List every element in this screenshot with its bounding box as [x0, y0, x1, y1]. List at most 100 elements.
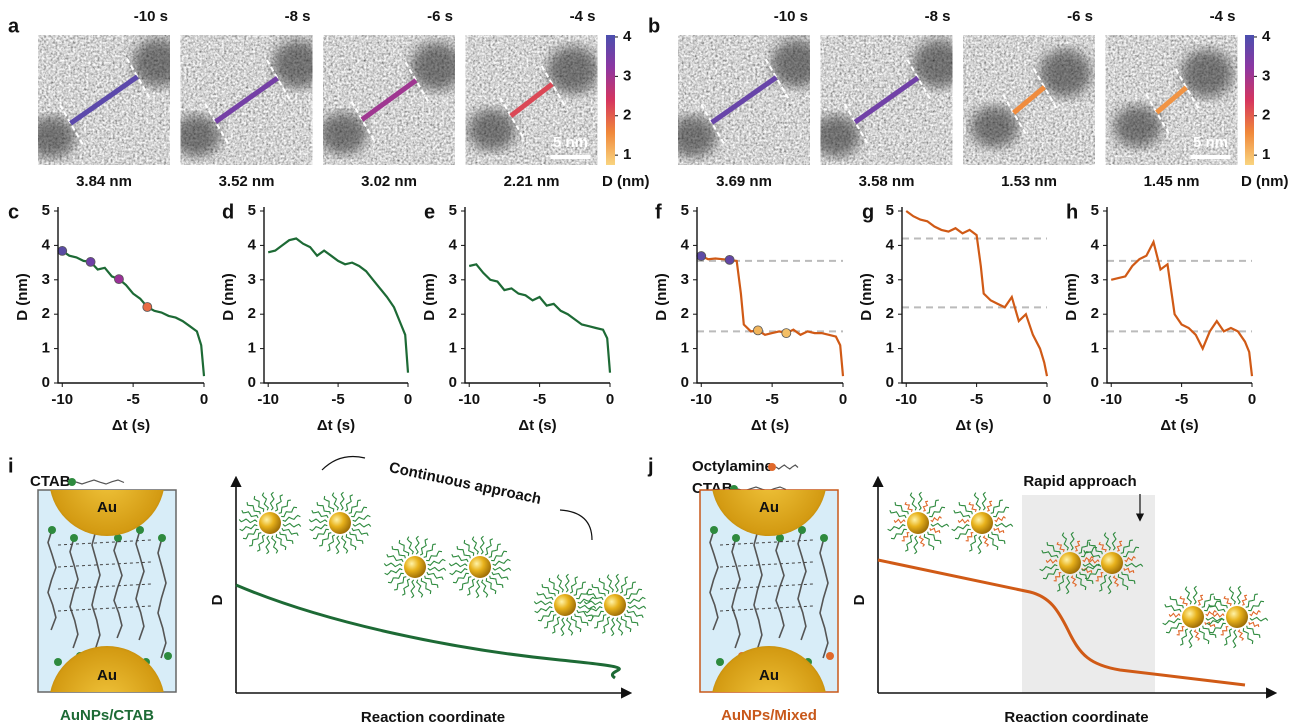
ligand: [475, 579, 481, 599]
gold-surface: [712, 490, 826, 536]
x-axis-label: Δt (s): [1160, 417, 1198, 434]
ligand: [598, 577, 610, 594]
y-tick-label: 4: [449, 236, 458, 253]
ligand: [261, 492, 269, 511]
ligand: [1069, 531, 1075, 551]
head-group: [732, 534, 740, 542]
chain: [731, 537, 741, 649]
ligand: [351, 506, 368, 518]
ligand: [1098, 574, 1108, 592]
ligand: [466, 578, 476, 596]
micrograph: [963, 35, 1095, 165]
ligand: [239, 524, 258, 532]
ligand: [968, 501, 977, 512]
ligand: [1053, 572, 1062, 582]
y-tick-label: 2: [1091, 305, 1099, 322]
ligand: [973, 492, 981, 511]
panel-label: h: [1066, 201, 1078, 223]
micrograph: [465, 35, 598, 165]
ligand: [1220, 626, 1229, 636]
ligand: [993, 506, 1010, 518]
ligand: [1248, 600, 1265, 612]
ligand: [275, 534, 287, 551]
ligand: [309, 524, 328, 532]
ligand: [1103, 532, 1111, 551]
ligand: [981, 491, 987, 511]
distance-label: 3.52 nm: [219, 173, 275, 190]
ligand: [901, 532, 910, 542]
ligand: [1223, 595, 1232, 606]
data-line: [905, 210, 1049, 377]
ligand: [1209, 622, 1226, 634]
ligand: [1179, 628, 1189, 646]
y-tick-label: 2: [248, 305, 256, 322]
ligand: [626, 609, 644, 619]
particle-label: Au: [759, 667, 779, 684]
y-tick-label: 1: [449, 340, 457, 357]
y-tick-label: 4: [681, 236, 690, 253]
y-axis-label: D (nm): [858, 273, 875, 321]
ligand: [577, 596, 596, 604]
ligand: [282, 514, 301, 522]
particle-blob: [1113, 105, 1162, 148]
ligand: [484, 538, 494, 556]
ligand: [1242, 628, 1254, 645]
colorbar: [1245, 35, 1254, 165]
ligand: [1223, 628, 1233, 646]
ligand: [485, 578, 497, 595]
ligand: [1088, 542, 1103, 555]
ligand: [1184, 586, 1192, 605]
ligand: [624, 613, 639, 626]
ligand: [1041, 549, 1059, 559]
ligand: [1248, 621, 1260, 628]
axis-frame: [464, 207, 610, 384]
panel-label: j: [647, 455, 654, 477]
scale-bar-label: 5 nm: [553, 134, 588, 151]
y-tick-label: 1: [886, 340, 894, 357]
head-group: [114, 534, 122, 542]
ligand: [326, 534, 336, 552]
micrograph: [1105, 35, 1238, 165]
y-tick-label: 3: [1091, 271, 1099, 288]
ligand: [316, 502, 331, 515]
gold-particle: [1101, 552, 1123, 574]
ligand: [278, 499, 291, 514]
head-group: [820, 534, 828, 542]
ligand: [1075, 574, 1087, 591]
y-tick-label: 1: [1091, 340, 1099, 357]
ligand: [1176, 626, 1185, 636]
ligand: [534, 606, 553, 614]
ligand: [256, 534, 266, 552]
y-tick-label: 1: [681, 340, 689, 357]
axis-frame: [1106, 207, 1252, 384]
x-tick-label: -5: [331, 391, 344, 408]
distance-segment: [710, 75, 778, 125]
ligand: [489, 575, 504, 588]
ligand: [391, 546, 406, 559]
y-axis-label: D (nm): [220, 273, 237, 321]
ligand: [927, 531, 942, 544]
ligand: [904, 534, 914, 552]
data-line: [61, 249, 206, 377]
y-tick-label: 5: [42, 202, 50, 219]
distance-label: 1.53 nm: [1001, 173, 1057, 190]
ligand: [926, 499, 939, 514]
ligand: [1204, 600, 1221, 612]
ligand: [387, 572, 404, 584]
chain: [753, 529, 763, 651]
ligand: [587, 610, 604, 622]
ligand: [351, 527, 369, 537]
ligand: [335, 535, 341, 555]
gold-particle: [907, 512, 929, 534]
ligand: [987, 534, 999, 551]
ligand: [994, 522, 1014, 528]
ligand: [1061, 532, 1069, 551]
ligand: [890, 528, 907, 540]
x-tick-label: 0: [1043, 391, 1051, 408]
ligand: [344, 494, 354, 512]
system-label: AuNPs/CTAB: [60, 707, 154, 724]
ligand: [957, 518, 970, 524]
y-tick-label: 3: [42, 271, 50, 288]
head-group: [158, 534, 166, 542]
ligand: [1237, 629, 1245, 641]
